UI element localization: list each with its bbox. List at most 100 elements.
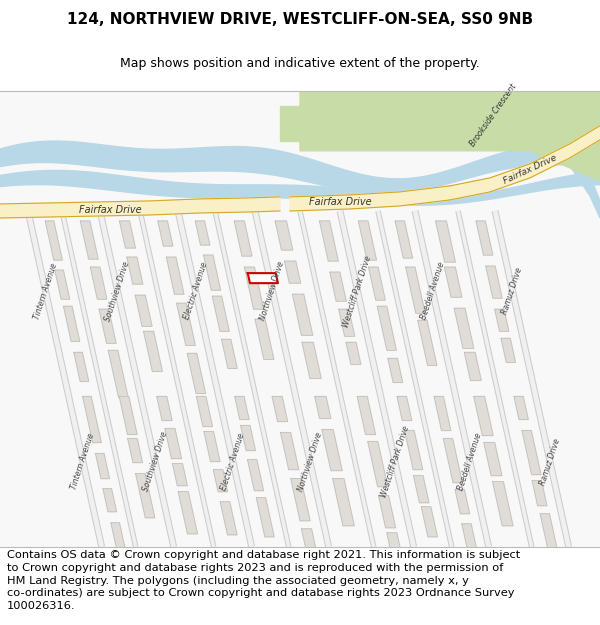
Polygon shape xyxy=(450,126,600,200)
Text: Beedell Avenue: Beedell Avenue xyxy=(457,432,484,492)
Polygon shape xyxy=(522,431,541,474)
Polygon shape xyxy=(284,261,301,283)
Polygon shape xyxy=(292,294,313,335)
Text: 124, NORTHVIEW DRIVE, WESTCLIFF-ON-SEA, SS0 9NB: 124, NORTHVIEW DRIVE, WESTCLIFF-ON-SEA, … xyxy=(67,12,533,28)
Polygon shape xyxy=(128,439,143,462)
Text: Northview Drive: Northview Drive xyxy=(259,261,286,322)
Polygon shape xyxy=(418,320,437,366)
Polygon shape xyxy=(214,469,227,492)
Polygon shape xyxy=(368,267,385,300)
Polygon shape xyxy=(55,270,70,299)
Text: Electric Avenue: Electric Avenue xyxy=(182,261,209,321)
Polygon shape xyxy=(64,306,80,341)
Polygon shape xyxy=(346,342,361,364)
Text: Ramuz Drive: Ramuz Drive xyxy=(501,266,524,316)
Polygon shape xyxy=(165,429,182,459)
Polygon shape xyxy=(119,221,136,248)
Polygon shape xyxy=(91,267,107,299)
Polygon shape xyxy=(95,454,110,479)
Text: Tintern Avenue: Tintern Avenue xyxy=(32,262,59,321)
Polygon shape xyxy=(173,464,187,486)
Polygon shape xyxy=(514,396,529,419)
Text: Fairfax Drive: Fairfax Drive xyxy=(502,154,558,186)
Polygon shape xyxy=(445,267,462,298)
Text: Brookside Crescent: Brookside Crescent xyxy=(468,82,518,148)
Polygon shape xyxy=(187,353,206,394)
Polygon shape xyxy=(322,429,342,471)
Text: Fairfax Drive: Fairfax Drive xyxy=(308,197,371,207)
Polygon shape xyxy=(320,221,338,261)
Polygon shape xyxy=(368,442,388,487)
Text: Southview Drive: Southview Drive xyxy=(104,260,131,322)
Polygon shape xyxy=(493,482,513,526)
Text: Southview Drive: Southview Drive xyxy=(141,431,169,492)
Polygon shape xyxy=(281,432,299,469)
Polygon shape xyxy=(358,221,377,260)
Polygon shape xyxy=(404,431,423,469)
Polygon shape xyxy=(395,221,413,258)
Polygon shape xyxy=(241,426,256,451)
Polygon shape xyxy=(143,331,163,371)
Text: Tintern Avenue: Tintern Avenue xyxy=(70,432,97,491)
Text: Westcliff Park Drive: Westcliff Park Drive xyxy=(379,424,411,499)
Polygon shape xyxy=(406,267,425,313)
Polygon shape xyxy=(339,309,355,336)
Polygon shape xyxy=(397,396,412,421)
Polygon shape xyxy=(244,267,263,309)
Polygon shape xyxy=(176,303,196,346)
Polygon shape xyxy=(166,257,184,294)
Text: Northview Drive: Northview Drive xyxy=(296,431,324,492)
Polygon shape xyxy=(220,502,237,535)
Polygon shape xyxy=(256,498,274,537)
Polygon shape xyxy=(462,524,478,554)
Text: Electric Avenue: Electric Avenue xyxy=(220,432,247,491)
Polygon shape xyxy=(272,396,287,421)
Polygon shape xyxy=(501,338,515,362)
Polygon shape xyxy=(248,273,278,283)
Polygon shape xyxy=(45,221,62,260)
Text: Westcliff Park Drive: Westcliff Park Drive xyxy=(342,254,373,328)
Polygon shape xyxy=(108,351,128,398)
Polygon shape xyxy=(484,442,502,476)
Polygon shape xyxy=(234,221,252,256)
Polygon shape xyxy=(333,479,354,526)
Polygon shape xyxy=(127,257,143,284)
Polygon shape xyxy=(434,396,451,431)
Polygon shape xyxy=(495,309,509,331)
Polygon shape xyxy=(83,396,101,442)
Polygon shape xyxy=(157,396,172,421)
Polygon shape xyxy=(255,319,274,359)
Polygon shape xyxy=(387,533,405,570)
Polygon shape xyxy=(291,479,310,521)
Polygon shape xyxy=(248,459,263,491)
Polygon shape xyxy=(486,266,502,298)
Polygon shape xyxy=(421,507,437,537)
Text: Contains OS data © Crown copyright and database right 2021. This information is : Contains OS data © Crown copyright and d… xyxy=(7,550,520,611)
Polygon shape xyxy=(388,358,403,382)
Polygon shape xyxy=(196,396,212,426)
Polygon shape xyxy=(212,296,229,331)
Polygon shape xyxy=(178,492,197,534)
Polygon shape xyxy=(302,529,320,569)
Polygon shape xyxy=(454,308,474,348)
Polygon shape xyxy=(530,91,600,218)
Polygon shape xyxy=(204,431,220,462)
Polygon shape xyxy=(436,221,455,262)
Polygon shape xyxy=(74,352,89,381)
Polygon shape xyxy=(235,396,249,419)
Polygon shape xyxy=(330,272,346,301)
Polygon shape xyxy=(195,221,210,245)
Polygon shape xyxy=(80,221,98,259)
Polygon shape xyxy=(300,91,600,181)
Polygon shape xyxy=(476,221,493,255)
Polygon shape xyxy=(464,352,481,381)
Text: Beedell Avenue: Beedell Avenue xyxy=(419,261,446,321)
Polygon shape xyxy=(275,221,293,250)
Polygon shape xyxy=(357,396,376,434)
Polygon shape xyxy=(379,496,395,528)
Polygon shape xyxy=(119,396,137,434)
Polygon shape xyxy=(302,342,321,378)
Text: Fairfax Drive: Fairfax Drive xyxy=(79,205,142,215)
Polygon shape xyxy=(443,439,462,483)
Polygon shape xyxy=(280,106,340,141)
